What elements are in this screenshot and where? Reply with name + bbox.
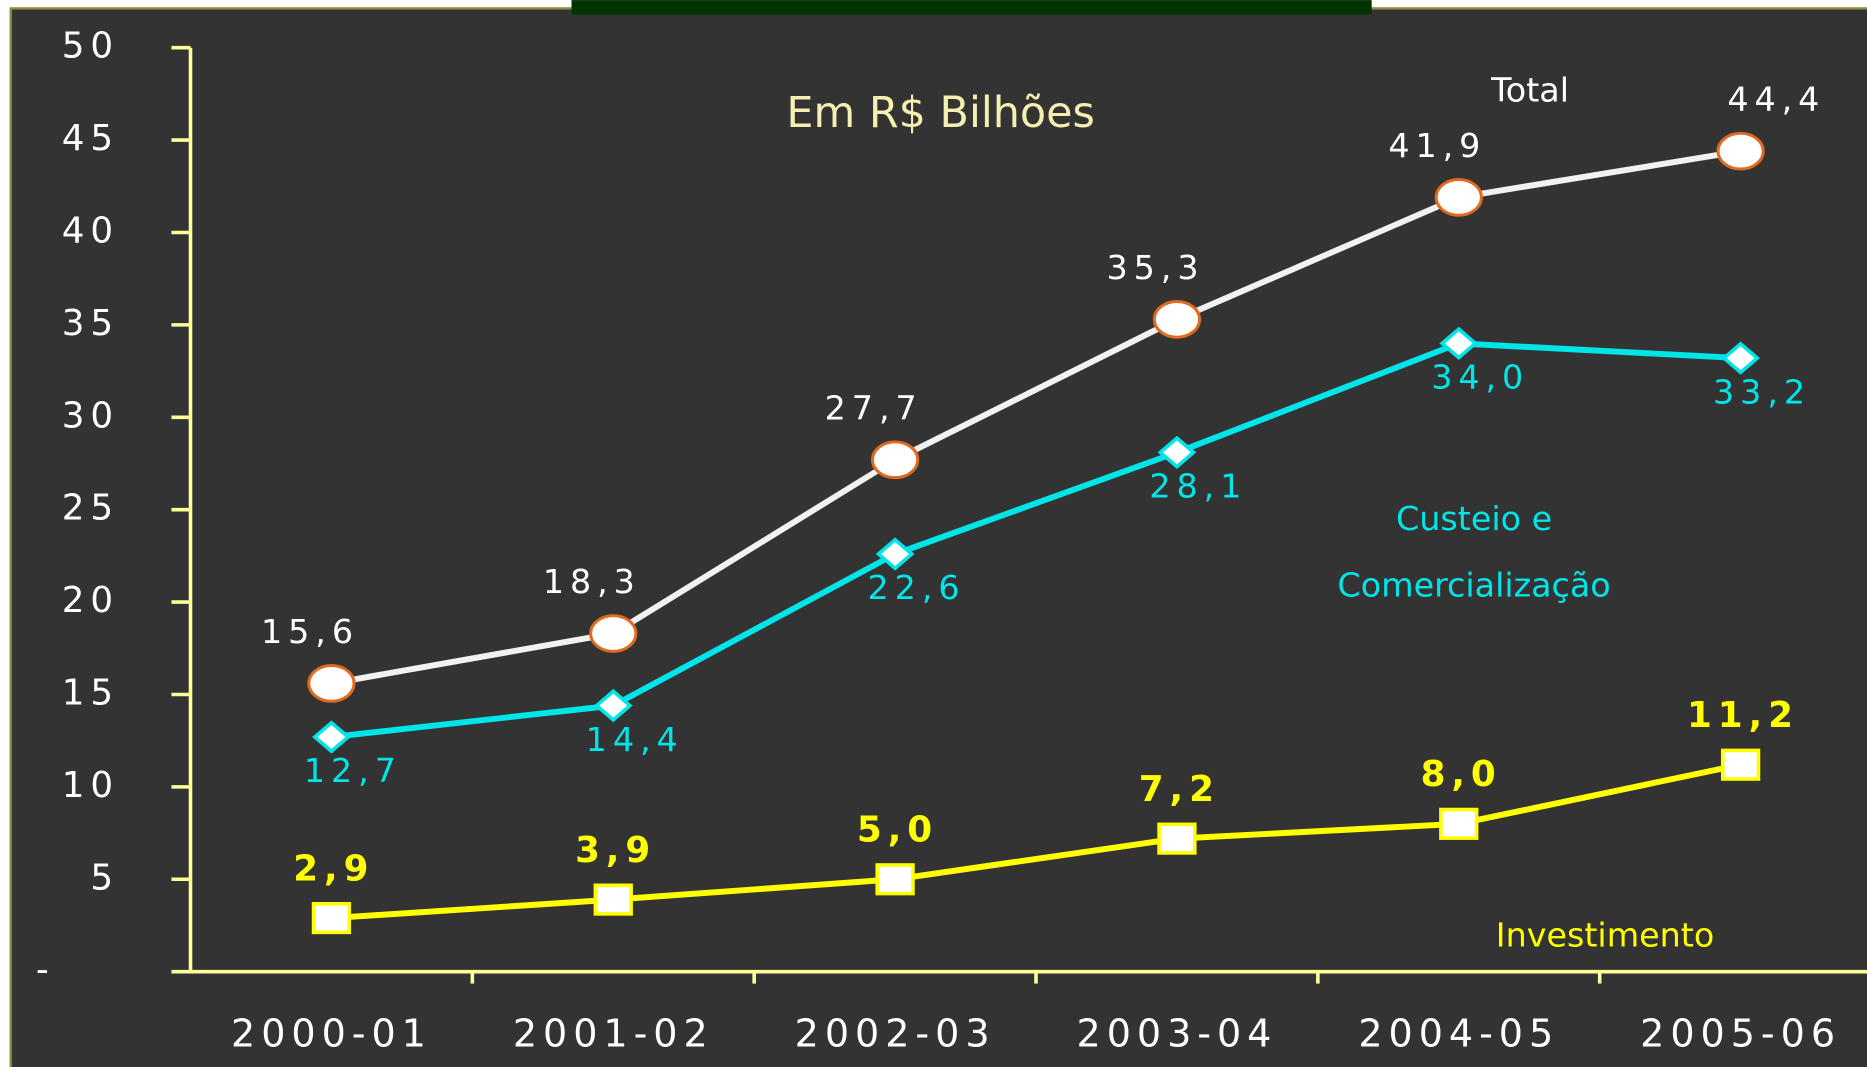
data-label: 15,6 — [261, 612, 359, 651]
data-label: 5,0 — [857, 810, 938, 851]
marker — [875, 863, 915, 896]
y-tick-label: 30 — [62, 395, 119, 436]
legend-label: Custeio e Comercialização — [1337, 498, 1611, 605]
marker — [593, 688, 633, 723]
data-label: 44,4 — [1727, 80, 1825, 119]
y-tick-label: 10 — [62, 765, 119, 806]
legend-label: Investimento — [1495, 915, 1715, 956]
data-label: 12,7 — [304, 751, 402, 790]
y-tick-label: 20 — [62, 580, 119, 621]
marker — [1720, 748, 1761, 781]
marker — [1716, 131, 1765, 171]
x-tick-label: 2002-03 — [795, 1011, 996, 1055]
marker — [593, 883, 633, 916]
data-label: 14,4 — [586, 720, 684, 759]
y-tick-label: 50 — [62, 26, 119, 67]
marker — [1439, 326, 1479, 361]
data-label: 35,3 — [1106, 248, 1204, 287]
data-label: 2,9 — [293, 848, 374, 889]
x-tick-label: 2004-05 — [1358, 1011, 1559, 1055]
data-label: 7,2 — [1139, 769, 1220, 810]
marker — [1152, 299, 1202, 339]
series-line — [330, 148, 1742, 687]
data-label: 22,6 — [868, 568, 966, 607]
marker — [1157, 822, 1197, 855]
marker — [1157, 435, 1197, 470]
legend-entry: Total — [1491, 70, 1569, 110]
x-tick-label: 2005-06 — [1640, 1011, 1841, 1055]
data-label: 33,2 — [1713, 372, 1811, 411]
chart-subtitle: Em R$ Bilhões — [786, 88, 1094, 138]
series-line — [331, 340, 1741, 740]
data-label: 3,9 — [575, 830, 656, 871]
x-tick-label: 2003-04 — [1077, 1011, 1278, 1055]
data-label: 41,9 — [1388, 126, 1486, 165]
data-label: 8,0 — [1421, 754, 1502, 795]
series-line — [331, 761, 1742, 922]
legend-label: Total — [1491, 70, 1569, 110]
marker — [1434, 178, 1483, 217]
legend-entry: Investimento — [1495, 915, 1715, 956]
y-tick-label: 45 — [62, 118, 119, 159]
y-tick-label: 5 — [90, 857, 119, 898]
y-tick-label: 25 — [62, 488, 119, 529]
x-tick-label: 2000-01 — [231, 1011, 432, 1055]
marker — [870, 440, 920, 480]
marker — [589, 614, 638, 653]
marker — [1721, 341, 1761, 375]
marker — [312, 720, 351, 754]
marker — [1439, 807, 1479, 840]
marker — [311, 902, 352, 935]
title-banner — [571, 0, 1372, 15]
data-label: 28,1 — [1149, 467, 1247, 506]
marker — [307, 664, 356, 703]
data-label: 18,3 — [543, 562, 641, 601]
y-tick-label: 15 — [62, 672, 119, 713]
x-tick-label: 2001-02 — [513, 1011, 714, 1055]
data-label: 11,2 — [1687, 695, 1799, 736]
data-label: 27,7 — [825, 388, 923, 427]
y-tick-label: - — [36, 950, 55, 991]
marker — [875, 537, 915, 571]
y-tick-label: 40 — [62, 210, 119, 251]
y-tick-label: 35 — [62, 303, 119, 344]
data-label: 34,0 — [1431, 358, 1529, 397]
legend-entry: Custeio e Comercialização — [1337, 498, 1611, 605]
